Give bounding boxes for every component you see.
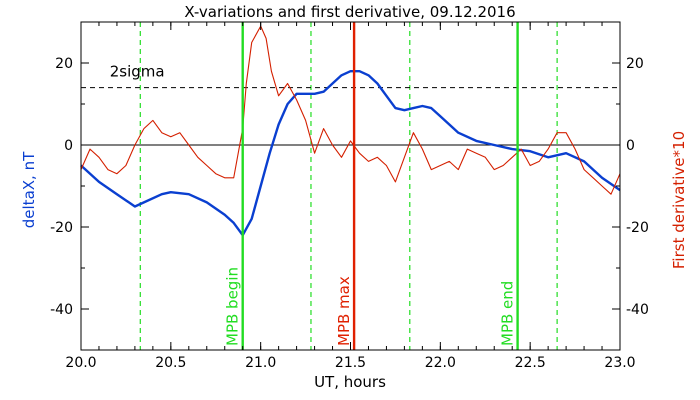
y-axis-label-left: deltaX, nT — [20, 151, 38, 228]
marker-label: MPB begin — [224, 267, 242, 346]
y-axis-label-right: First derivative*10 — [670, 131, 688, 269]
y-tick-label-left: -20 — [50, 220, 73, 236]
y-tick-label-right: 0 — [626, 138, 635, 154]
x-tick-label: 21.5 — [335, 355, 366, 371]
y-tick-label-right: 20 — [626, 56, 644, 72]
threshold-label: 2sigma — [110, 63, 165, 81]
chart-title: X-variations and first derivative, 09.12… — [184, 3, 515, 21]
plot-area: 2sigma MPB begin MPB max MPB end 20.0 20.5 21.… — [50, 21, 649, 371]
x-tick-label: 21.0 — [245, 355, 276, 371]
series-line-derivative — [80, 25, 621, 195]
y-tick-label-right: -40 — [626, 302, 649, 318]
x-axis-label: UT, hours — [314, 373, 386, 391]
x-tick-label: 20.5 — [155, 355, 186, 371]
y-tick-label-left: 20 — [55, 56, 73, 72]
series-line-deltaX — [80, 69, 621, 237]
y-tick-label-left: 0 — [64, 138, 73, 154]
y-tick-label-left: -40 — [50, 302, 73, 318]
x-tick-label: 23.0 — [604, 355, 635, 371]
y-tick-label-right: -20 — [626, 220, 649, 236]
x-tick-label: 22.0 — [425, 355, 456, 371]
marker-label: MPB end — [499, 281, 517, 346]
x-tick-label: 20.0 — [65, 355, 96, 371]
marker-label: MPB max — [335, 276, 353, 346]
x-tick-label: 22.5 — [515, 355, 546, 371]
